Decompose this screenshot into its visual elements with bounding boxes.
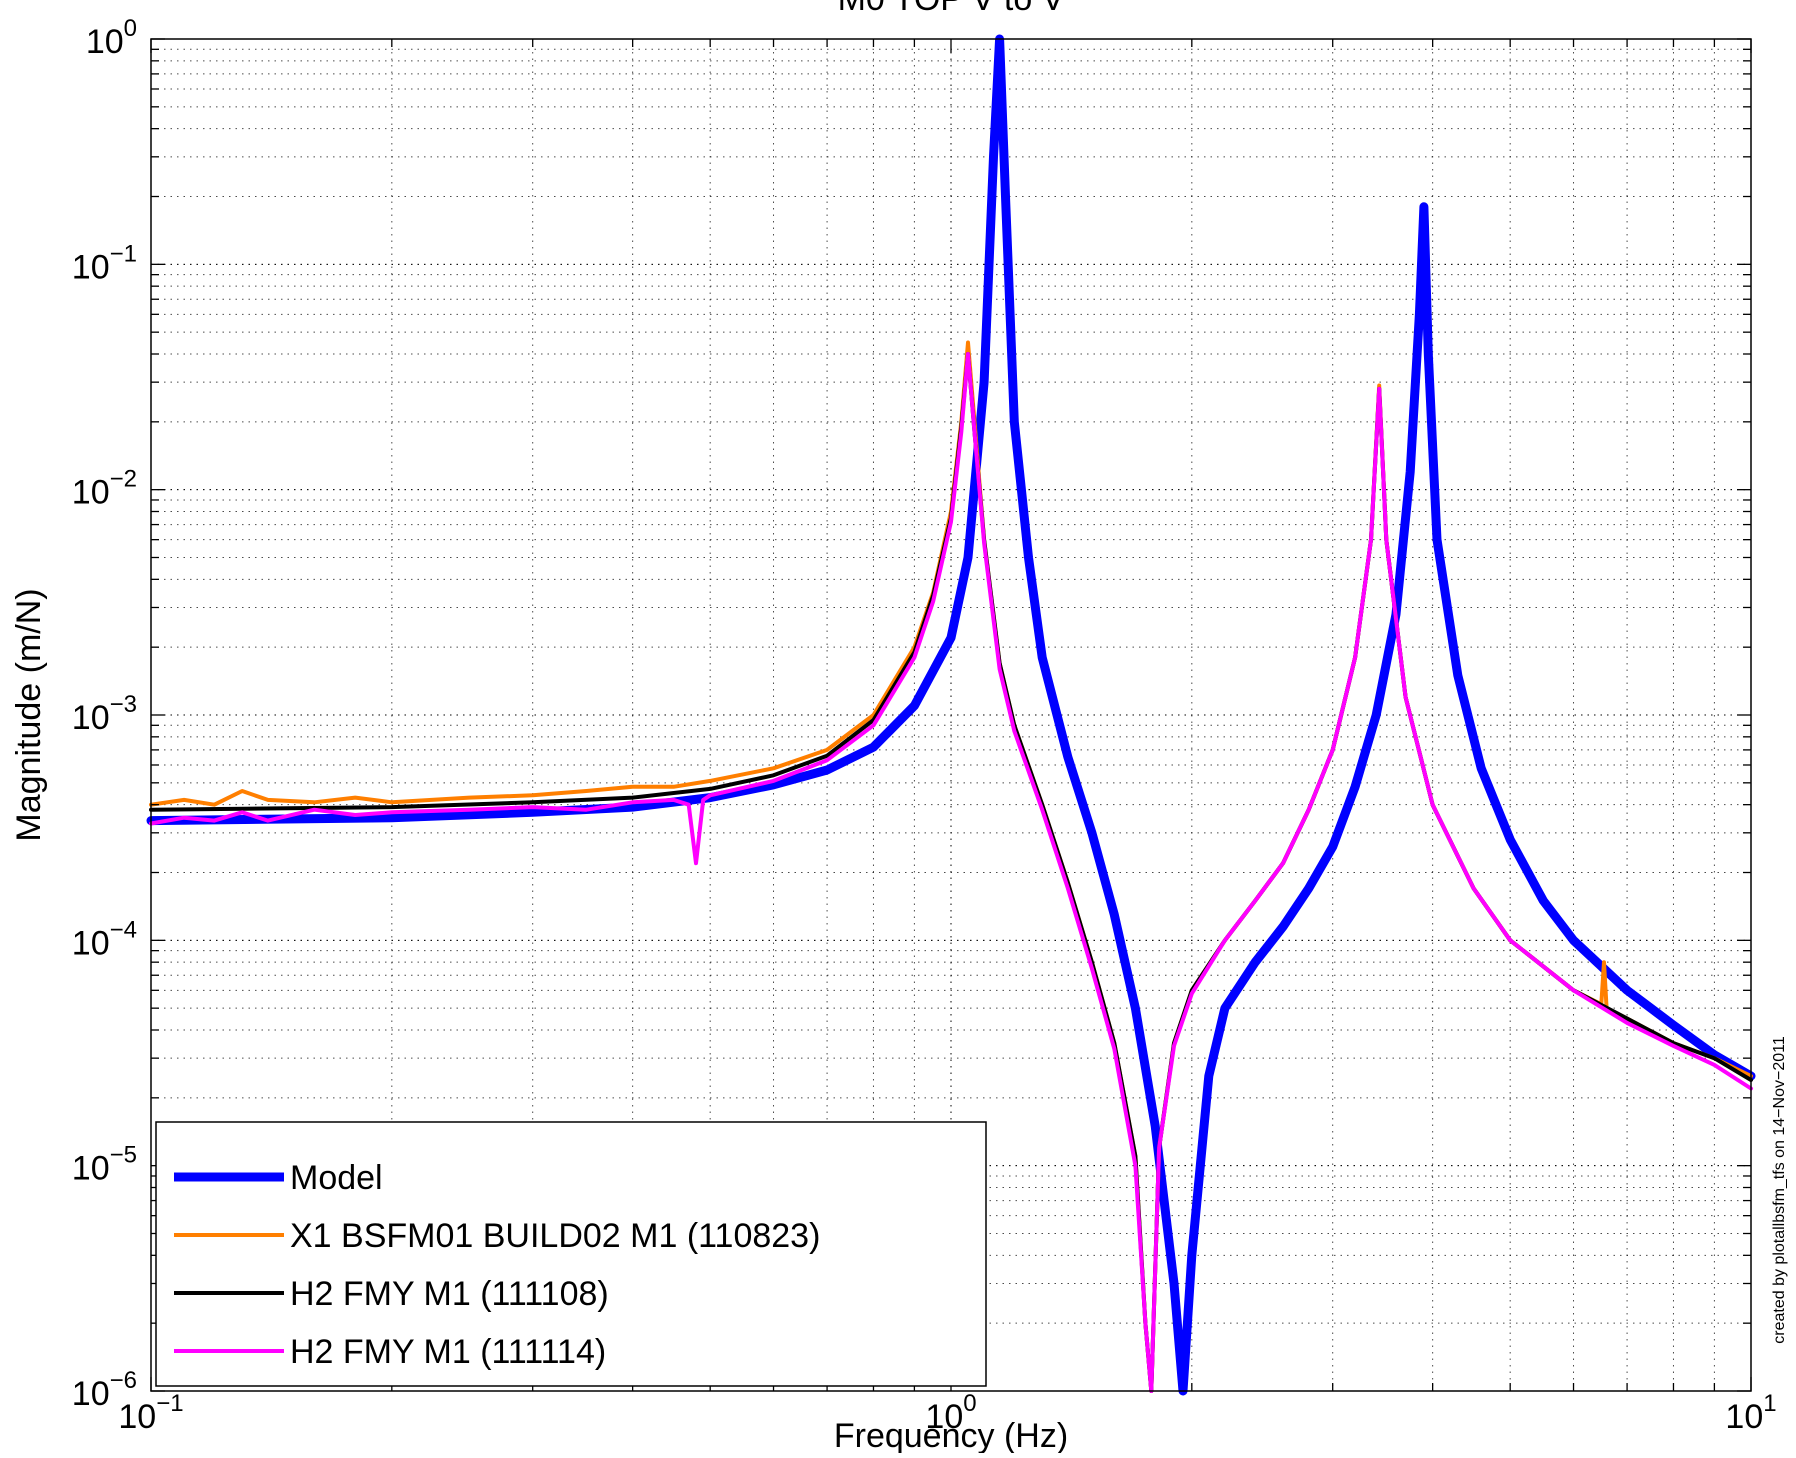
y-tick-label: 10−1 — [72, 240, 137, 286]
y-tick-label: 10−6 — [72, 1367, 137, 1413]
series-line-4 — [149, 352, 1753, 1393]
y-tick-label: 100 — [86, 15, 137, 61]
legend-label-3: H2 FMY M1 (111108) — [290, 1275, 609, 1313]
legend-label-2: X1 BSFM01 BUILD02 M1 (110823) — [290, 1217, 820, 1255]
y-axis-label: Magnitude (m/N) — [10, 588, 48, 841]
y-tick-label: 10−4 — [72, 916, 137, 962]
legend-label-4: H2 FMY M1 (111114) — [290, 1333, 606, 1371]
series-layer — [146, 34, 1756, 1396]
x-tick-label: 10−1 — [118, 1390, 183, 1436]
legend-box — [155, 1121, 987, 1387]
legend-entries: Model X1 BSFM01 BUILD02 M1 (110823) H2 FMY… — [174, 1159, 820, 1371]
legend: Model X1 BSFM01 BUILD02 M1 (110823) H2 FMY… — [155, 1121, 987, 1387]
creator-annotation: created by plotallbsfm_tfs on 14−Nov−201… — [1771, 1036, 1788, 1344]
y-tick-label: 10−3 — [72, 691, 137, 737]
chart-title: M0 TOP V to V — [838, 0, 1065, 18]
tick-layer: 10−1 100 101 10−6 10−5 10−4 10−3 10−2 10−1 100 — [72, 15, 1777, 1436]
legend-label-1: Model — [290, 1159, 383, 1197]
y-tick-label: 10−5 — [72, 1142, 137, 1188]
y-tick-label: 10−2 — [72, 466, 137, 512]
x-tick-label: 101 — [1725, 1390, 1776, 1436]
x-axis-label: Frequency (Hz) — [834, 1417, 1068, 1453]
x-tick-label: 100 — [925, 1390, 976, 1436]
